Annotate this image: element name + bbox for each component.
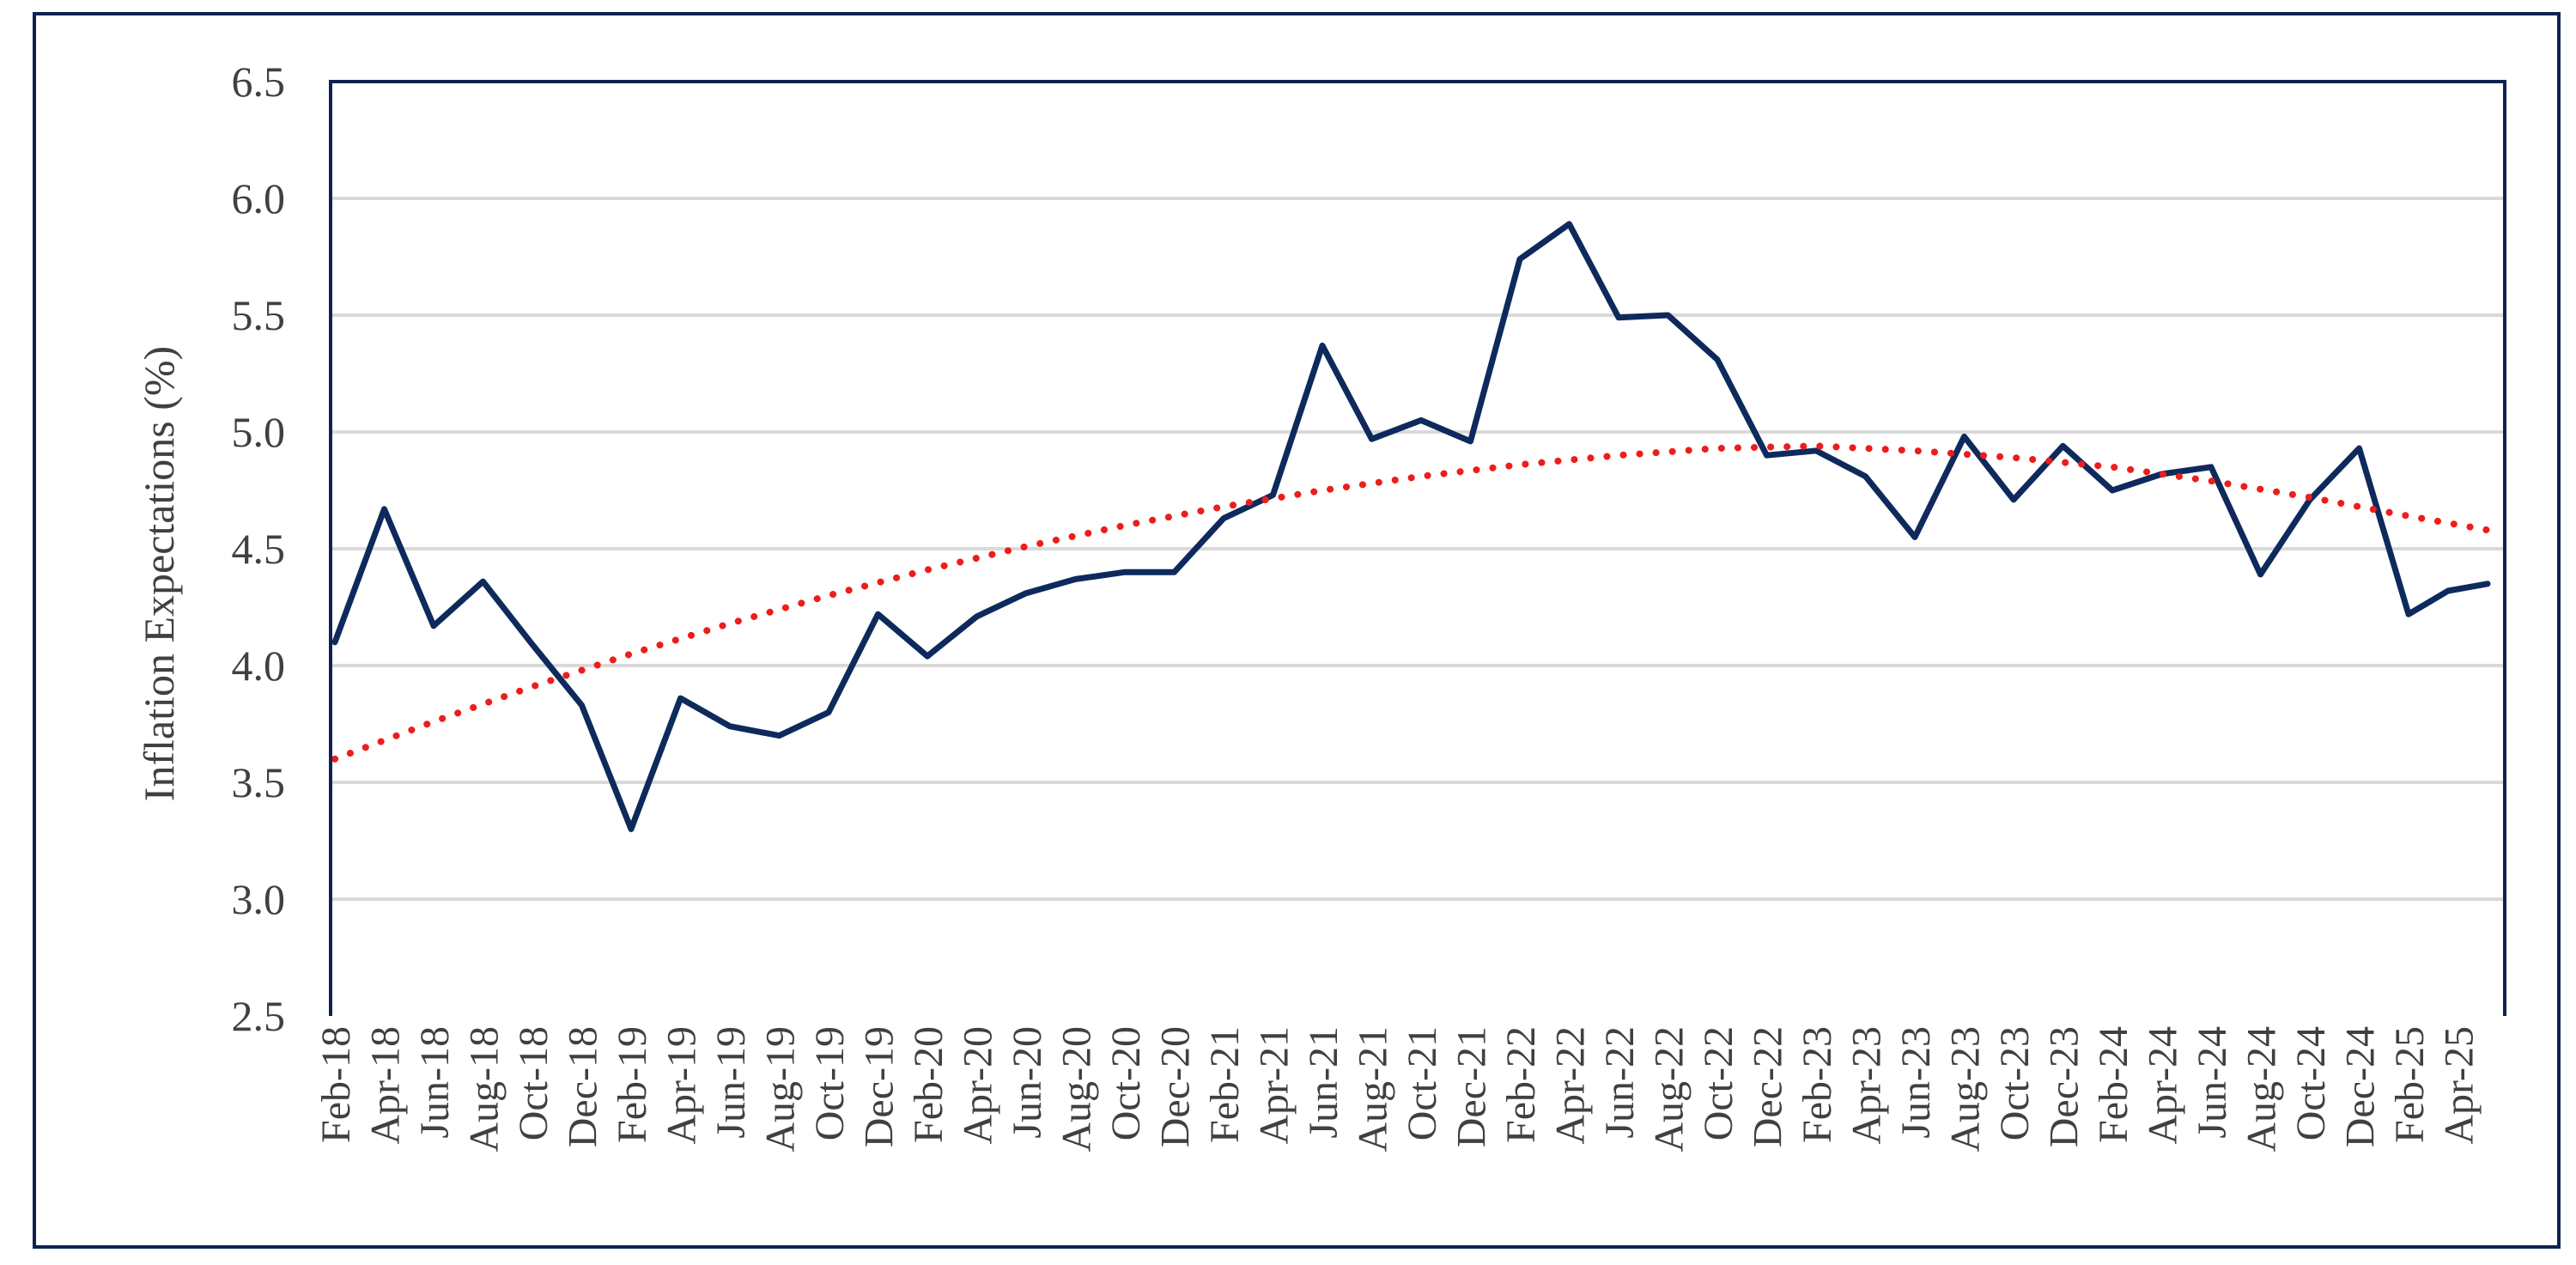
x-tick-label: Apr-20	[956, 1026, 1001, 1145]
x-tick-label: Oct-24	[2288, 1026, 2334, 1140]
x-tick-label: Feb-22	[1498, 1026, 1544, 1143]
x-tick-label: Jun-23	[1893, 1026, 1939, 1139]
x-tick-label: Dec-24	[2338, 1026, 2384, 1147]
x-tick-label: Dec-18	[561, 1026, 606, 1147]
y-axis-label: Inflation Expectations (%)	[135, 346, 183, 801]
x-tick-labels: Feb-18 Apr-18 Jun-18 Aug-18 Oct-18 Dec-18 Feb-…	[313, 1026, 2482, 1152]
y-tick-label: 3.0	[232, 875, 286, 923]
x-tick-label: Apr-25	[2437, 1026, 2482, 1145]
x-tick-label: Dec-19	[857, 1026, 902, 1147]
x-tick-label: Apr-23	[1844, 1026, 1890, 1145]
plot-border-line	[329, 80, 2506, 1016]
gridlines	[331, 197, 2505, 901]
x-tick-label: Jun-19	[708, 1026, 754, 1139]
y-tick-label: 6.0	[232, 174, 286, 222]
series-lines	[331, 221, 2491, 832]
x-tick-label: Oct-18	[511, 1026, 556, 1140]
x-tick-label: Oct-23	[1992, 1026, 2038, 1140]
x-tick-label: Apr-21	[1252, 1026, 1297, 1145]
x-tick-label: Apr-22	[1548, 1026, 1594, 1145]
y-tick-label: 4.0	[232, 642, 286, 690]
x-tick-label: Apr-24	[2141, 1026, 2186, 1145]
x-tick-label: Aug-20	[1054, 1026, 1100, 1152]
plot-area-border	[329, 80, 2506, 1016]
y-tick-label: 6.5	[232, 58, 286, 106]
y-tick-label: 2.5	[232, 992, 286, 1040]
x-tick-label: Aug-23	[1943, 1026, 1989, 1152]
trendline-dotted	[331, 442, 2491, 763]
x-tick-label: Oct-19	[807, 1026, 853, 1140]
x-tick-label: Apr-19	[659, 1026, 705, 1145]
x-tick-label: Apr-18	[363, 1026, 409, 1145]
x-tick-label: Feb-18	[313, 1026, 359, 1143]
x-tick-label: Aug-22	[1647, 1026, 1692, 1152]
y-tick-labels: 2.5 3.0 3.5 4.0 4.5 5.0 5.5 6.0 6.5	[232, 58, 286, 1040]
x-tick-label: Dec-23	[2042, 1026, 2087, 1147]
x-tick-label: Jun-18	[412, 1026, 458, 1139]
y-tick-label: 5.5	[232, 291, 286, 339]
x-tick-label: Oct-21	[1400, 1026, 1445, 1140]
x-tick-label: Jun-20	[1005, 1026, 1050, 1139]
x-tick-label: Aug-24	[2239, 1026, 2285, 1152]
y-tick-label: 3.5	[232, 758, 286, 806]
y-tick-label: 5.0	[232, 408, 286, 456]
chart-frame: 2.5 3.0 3.5 4.0 4.5 5.0 5.5 6.0 6.5 Feb-18 Apr-18…	[33, 12, 2561, 1249]
x-tick-label: Dec-21	[1449, 1026, 1495, 1147]
x-tick-label: Oct-20	[1103, 1026, 1149, 1140]
x-tick-label: Jun-24	[2190, 1026, 2235, 1139]
x-tick-label: Aug-19	[758, 1026, 804, 1152]
x-tick-label: Aug-18	[462, 1026, 507, 1152]
x-tick-label: Dec-20	[1153, 1026, 1199, 1147]
x-tick-label: Feb-25	[2387, 1026, 2433, 1143]
x-tick-label: Feb-21	[1202, 1026, 1248, 1143]
line-chart: 2.5 3.0 3.5 4.0 4.5 5.0 5.5 6.0 6.5 Feb-18 Apr-18…	[135, 58, 2506, 1152]
x-tick-label: Aug-21	[1351, 1026, 1396, 1152]
x-tick-label: Feb-19	[610, 1026, 655, 1143]
x-tick-label: Feb-24	[2091, 1026, 2136, 1143]
x-tick-label: Dec-22	[1746, 1026, 1791, 1147]
x-tick-label: Jun-22	[1597, 1026, 1643, 1139]
x-tick-label: Feb-23	[1795, 1026, 1840, 1143]
y-tick-label: 4.5	[232, 525, 286, 573]
x-tick-label: Feb-20	[906, 1026, 951, 1143]
x-tick-label: Jun-21	[1301, 1026, 1346, 1139]
x-tick-label: Oct-22	[1696, 1026, 1741, 1140]
